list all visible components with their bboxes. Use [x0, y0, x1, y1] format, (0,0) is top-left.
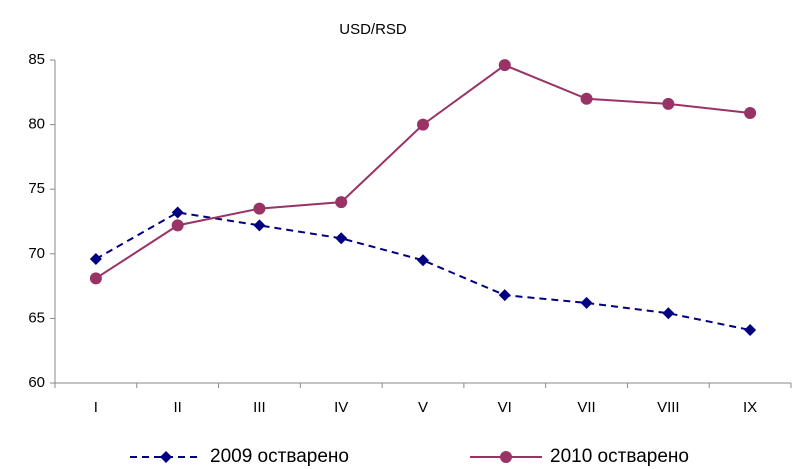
marker	[417, 118, 429, 131]
marker	[253, 202, 266, 215]
series-line	[95, 211, 751, 332]
marker	[662, 307, 675, 320]
marker	[580, 296, 593, 309]
marker	[744, 324, 757, 337]
marker	[335, 232, 348, 245]
y-tick-label: 60	[28, 374, 45, 391]
x-tick-label: I	[94, 399, 98, 416]
x-tick-label: VI	[498, 399, 512, 416]
marker	[662, 97, 675, 110]
x-tick-label: IV	[334, 399, 348, 416]
legend-label: 2010 остварено	[550, 446, 689, 467]
legend-label: 2009 остварено	[210, 446, 349, 467]
marker	[171, 206, 184, 219]
marker	[89, 272, 102, 285]
marker	[335, 196, 348, 209]
marker	[253, 219, 266, 232]
y-tick-label: 70	[28, 245, 45, 262]
marker	[580, 92, 593, 105]
x-tick-label: V	[418, 399, 428, 416]
y-tick-label: 85	[28, 51, 45, 68]
x-tick-label: II	[173, 399, 181, 416]
marker	[744, 106, 757, 119]
x-tick-label: VIII	[657, 399, 680, 416]
marker	[498, 59, 511, 72]
x-tick-label: VII	[577, 399, 595, 416]
chart-title: USD/RSD	[339, 21, 407, 38]
x-tick-label: IX	[743, 399, 757, 416]
marker	[171, 219, 184, 232]
x-tick-label: III	[253, 399, 266, 416]
series-line	[95, 64, 751, 280]
y-tick-label: 75	[28, 180, 45, 197]
marker	[417, 254, 429, 267]
marker	[89, 252, 102, 265]
y-tick-label: 80	[28, 116, 45, 133]
marker	[500, 451, 512, 463]
y-tick-label: 65	[28, 309, 45, 326]
marker	[160, 451, 172, 463]
marker	[498, 289, 511, 302]
